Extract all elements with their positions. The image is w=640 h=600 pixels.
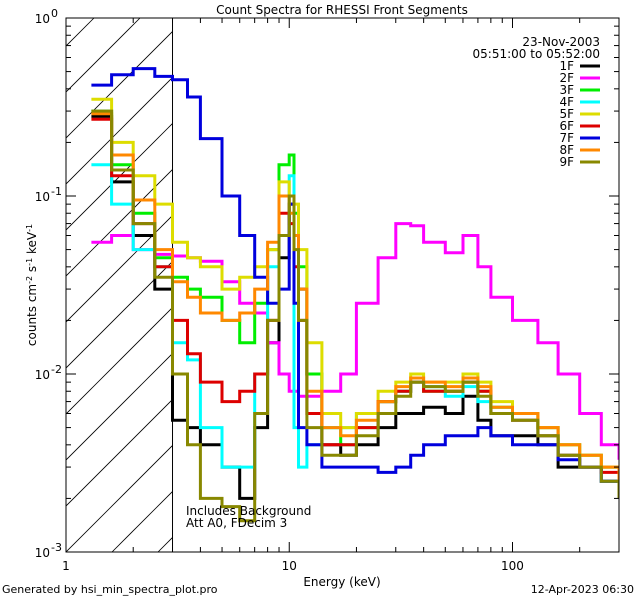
attenuator-note: Att A0, FDecim 3 [186,516,287,530]
series-9F-line [91,109,619,523]
y-label-exponent: -2 [25,276,34,284]
hatch-line [0,18,2,552]
series-layer [91,67,619,523]
legend-label-1F: 1F [559,59,574,73]
y-tick-exponent: 0 [51,7,58,20]
y-tick-label: 10 [35,546,50,560]
legend-label-8F: 8F [559,143,574,157]
background-note: Includes Background [186,504,311,518]
generated-by-text: Generated by hsi_min_spectra_plot.pro [2,583,218,596]
y-axis-label: counts cm-2 s-1 keV-1 [25,224,40,346]
hatch-line [250,18,640,552]
hatch-line [66,30,173,139]
chart-title: Count Spectra for RHESSI Front Segments [216,3,468,17]
y-tick-label: 10 [35,190,50,204]
x-tick-label: 100 [501,559,524,573]
hatch-line [66,444,173,552]
hatch-line [66,168,173,277]
y-label-exponent: -1 [25,224,34,232]
hatch-line [66,122,173,231]
y-label-exponent: -1 [25,258,34,266]
y-tick-exponent: -1 [51,185,62,198]
y-tick-exponent: -2 [51,363,62,376]
legend-label-2F: 2F [559,71,574,85]
legend-label-4F: 4F [559,95,574,109]
timestamp-text: 12-Apr-2023 06:30 [530,583,634,596]
date-text: 23-Nov-2003 [522,35,600,49]
hatch-line [0,18,48,552]
hatch-line [296,18,640,552]
hatch-line [66,260,173,369]
y-tick-exponent: -3 [51,541,62,554]
y-label-unit: keV [25,231,39,258]
hatch-line [204,18,640,552]
plot-frame [65,17,620,553]
hatch-line [618,18,640,552]
hatch-line [66,76,173,185]
legend-label-9F: 9F [559,155,574,169]
hatch-line [66,214,173,323]
series-7F-line [91,67,619,499]
y-tick-label: 10 [35,12,50,26]
hatch-line [66,398,173,507]
x-tick-label: 10 [282,559,297,573]
y-label-unit: counts cm [25,284,39,346]
x-tick-label: 1 [62,559,70,573]
hatch-line [526,18,640,552]
time-range-text: 05:51:00 to 05:52:00 [473,47,600,61]
legend-label-6F: 6F [559,119,574,133]
legend-label-3F: 3F [559,83,574,97]
x-axis-label: Energy (keV) [303,575,380,589]
legend-label-5F: 5F [559,107,574,121]
hatch-line [66,18,95,47]
y-tick-label: 10 [35,368,50,382]
legend-label-7F: 7F [559,131,574,145]
y-label-unit: s [25,266,39,276]
hatch-line [66,18,141,93]
